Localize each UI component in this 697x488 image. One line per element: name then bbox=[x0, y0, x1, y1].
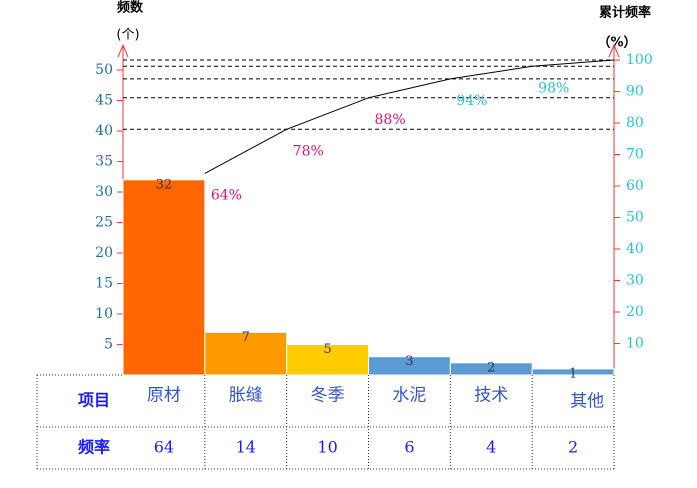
y-title: 频数 bbox=[117, 0, 144, 16]
cumulative-label: 94% bbox=[456, 93, 487, 109]
category-label: 冬季 bbox=[311, 386, 345, 406]
y2-unit: （%） bbox=[597, 35, 636, 51]
y-tick-label: 40 bbox=[95, 123, 113, 139]
y2-tick-label: 20 bbox=[626, 304, 644, 320]
row-label: 频率 bbox=[78, 438, 110, 457]
y2-title: 累计频率 bbox=[599, 5, 651, 21]
y-unit: (个) bbox=[116, 28, 139, 43]
cumulative-label: 88% bbox=[375, 112, 406, 128]
bar bbox=[122, 179, 206, 376]
category-label: 技术 bbox=[474, 386, 508, 406]
y-tick-label: 45 bbox=[95, 93, 113, 109]
y-arrow bbox=[117, 43, 129, 58]
y2-tick-label: 90 bbox=[626, 84, 644, 100]
y2-tick-label: 50 bbox=[626, 210, 644, 226]
cumulative-line bbox=[204, 59, 615, 174]
bar-label: 7 bbox=[242, 330, 250, 345]
frequency: 14 bbox=[236, 438, 256, 457]
cumulative-label: 64% bbox=[211, 187, 242, 203]
frequency: 4 bbox=[486, 438, 496, 457]
category-label: 水泥 bbox=[392, 386, 426, 406]
row-label: 项目 bbox=[78, 391, 110, 410]
y-tick-label: 50 bbox=[95, 62, 113, 78]
frequency: 10 bbox=[317, 438, 337, 457]
cumulative-label: 98% bbox=[538, 80, 569, 96]
cumulative-label: 78% bbox=[293, 143, 324, 159]
bar-label: 1 bbox=[569, 366, 577, 381]
y2-tick-label: 70 bbox=[626, 147, 644, 163]
y-tick-label: 10 bbox=[95, 306, 113, 322]
bar-label: 5 bbox=[323, 342, 331, 357]
category-label: 胀缝 bbox=[229, 386, 263, 406]
y2-arrow bbox=[608, 43, 620, 58]
bar-label: 3 bbox=[405, 354, 413, 369]
category-label: 原材 bbox=[147, 386, 181, 406]
y2-tick-label: 80 bbox=[626, 115, 644, 131]
y-tick-label: 35 bbox=[95, 154, 113, 170]
y2-tick-label: 60 bbox=[626, 178, 644, 194]
bar-label: 2 bbox=[487, 360, 495, 375]
frequency: 64 bbox=[154, 438, 174, 457]
bar-label: 32 bbox=[156, 177, 173, 192]
category-label: 其他 bbox=[570, 392, 604, 412]
frequency: 6 bbox=[404, 438, 414, 457]
y-tick-label: 20 bbox=[95, 245, 113, 261]
y2-tick-label: 40 bbox=[626, 241, 644, 257]
y2-tick-label: 10 bbox=[626, 336, 644, 352]
bar bbox=[531, 368, 615, 376]
y-tick-label: 15 bbox=[95, 276, 113, 292]
y-tick-label: 5 bbox=[104, 337, 113, 353]
bar bbox=[204, 331, 288, 376]
y2-tick-label: 30 bbox=[626, 273, 644, 289]
frequency: 2 bbox=[568, 438, 578, 457]
y-tick-label: 30 bbox=[95, 184, 113, 200]
y2-tick-label: 100 bbox=[626, 52, 653, 68]
bar bbox=[286, 344, 369, 376]
y-tick-label: 25 bbox=[95, 215, 113, 231]
